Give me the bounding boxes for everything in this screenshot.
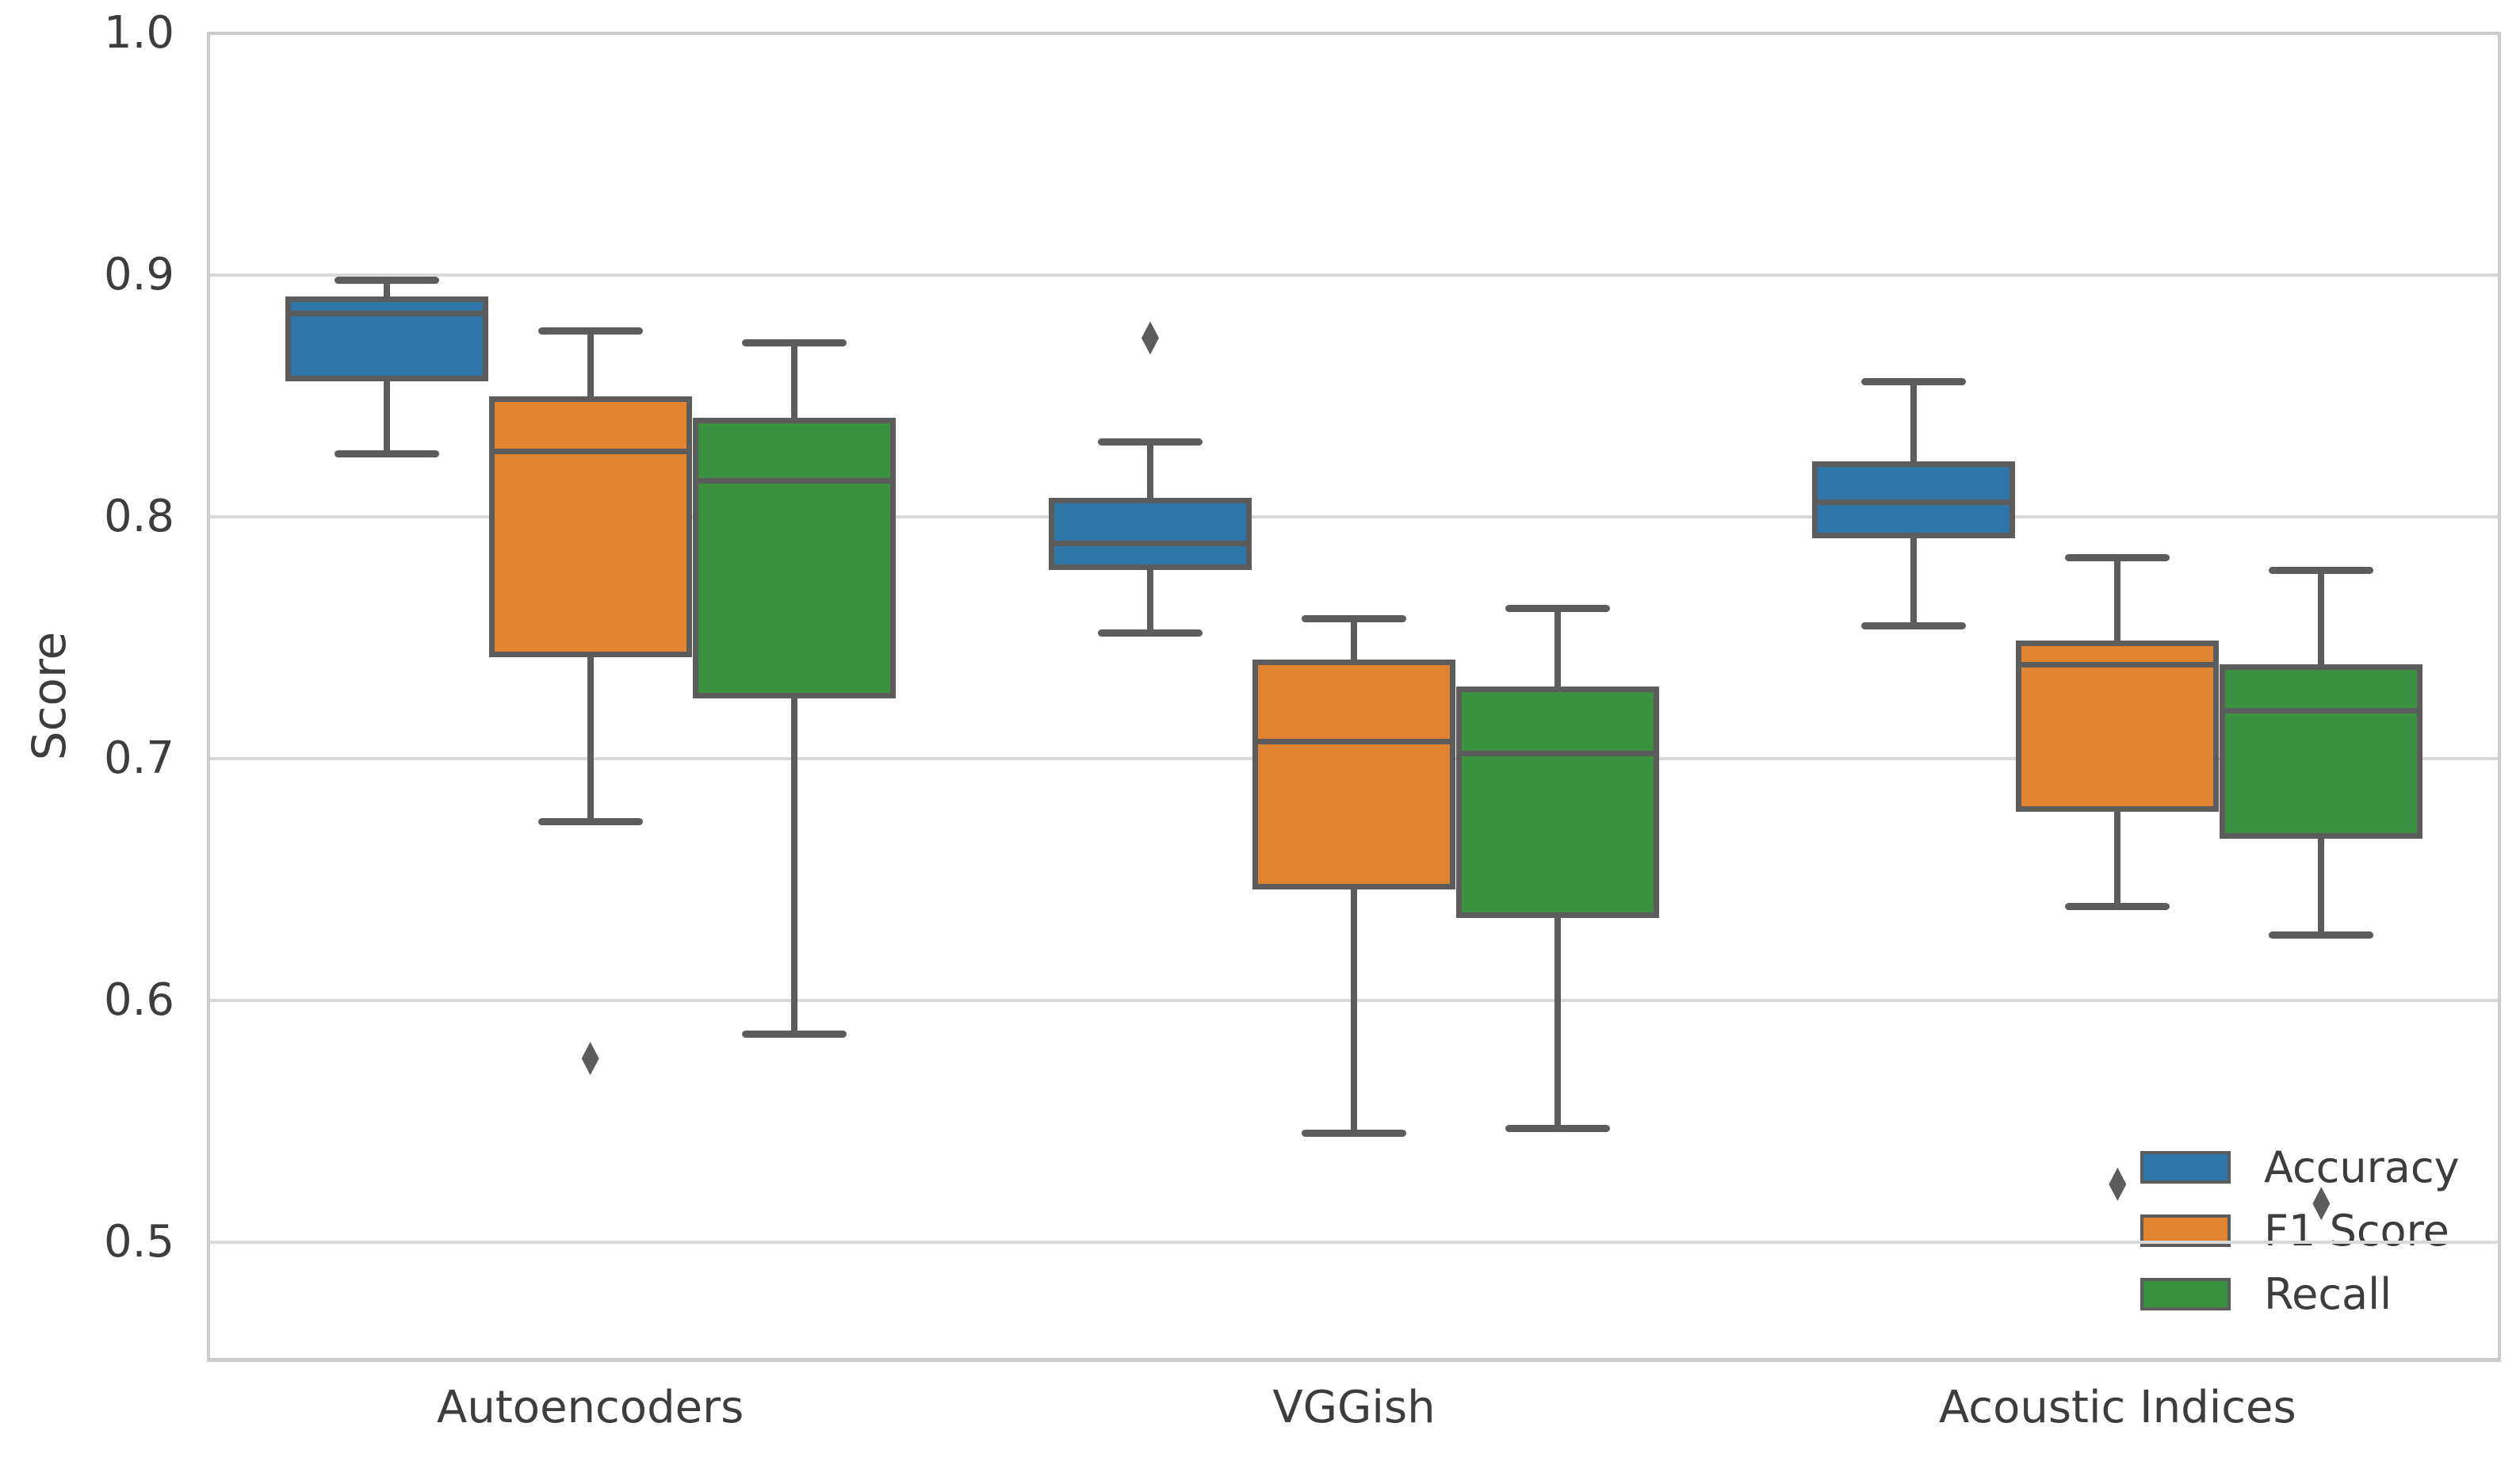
whisker-upper-recall-autoencoders (790, 342, 797, 418)
whisker-lower-accuracy-acoustic-indices (1910, 538, 1918, 626)
whisker-lower-accuracy-autoencoders (383, 381, 390, 454)
gridline-0.9 (208, 273, 2499, 277)
whisker-cap-min-recall-vggish (1505, 1125, 1610, 1133)
box-recall-acoustic-indices (2220, 664, 2423, 839)
whisker-cap-max-f1-score-autoencoders (537, 327, 643, 335)
y-tick-label-0.8: 0.8 (103, 491, 174, 543)
whisker-cap-min-recall-autoencoders (741, 1031, 847, 1039)
whisker-lower-f1-score-vggish (1351, 889, 1357, 1134)
median-f1-score-vggish (1257, 739, 1451, 745)
legend-swatch-recall (2140, 1278, 2231, 1310)
x-tick-label-vggish: VGGish (1272, 1382, 1436, 1433)
whisker-upper-accuracy-vggish (1147, 442, 1153, 498)
spine-bottom (207, 1358, 2501, 1362)
y-tick-label-1.0: 1.0 (103, 7, 174, 59)
whisker-cap-max-accuracy-vggish (1098, 438, 1203, 446)
whisker-lower-f1-score-autoencoders (587, 656, 594, 822)
whisker-cap-max-recall-autoencoders (741, 339, 847, 346)
whisker-cap-max-accuracy-autoencoders (334, 276, 439, 284)
whisker-cap-min-f1-score-acoustic-indices (2065, 902, 2170, 910)
y-tick-label-0.7: 0.7 (103, 732, 174, 785)
whisker-cap-max-recall-acoustic-indices (2269, 566, 2374, 574)
whisker-cap-max-recall-vggish (1505, 605, 1610, 613)
whisker-cap-min-f1-score-vggish (1302, 1130, 1406, 1138)
whisker-cap-min-accuracy-vggish (1098, 629, 1203, 637)
legend-label-f1-score: F1 Score (2264, 1205, 2449, 1256)
legend: Accuracy F1 Score Recall (2140, 1146, 2460, 1341)
x-tick-label-acoustic-indices: Acoustic Indices (1938, 1382, 2296, 1433)
whisker-lower-recall-acoustic-indices (2318, 838, 2325, 935)
x-tick-label-autoencoders: Autoencoders (437, 1382, 744, 1433)
whisker-lower-recall-vggish (1554, 918, 1561, 1129)
median-f1-score-autoencoders (493, 449, 687, 455)
y-tick-label-0.6: 0.6 (103, 974, 174, 1027)
box-recall-autoencoders (692, 417, 896, 698)
whisker-cap-max-accuracy-acoustic-indices (1861, 377, 1967, 385)
whisker-cap-min-accuracy-autoencoders (334, 450, 439, 458)
spine-right (2498, 32, 2501, 1361)
whisker-lower-recall-autoencoders (790, 698, 797, 1035)
outlier-diamond-f1-score-autoencoders-0 (581, 1042, 599, 1076)
median-accuracy-vggish (1054, 541, 1247, 547)
median-accuracy-autoencoders (289, 311, 484, 317)
whisker-cap-min-accuracy-acoustic-indices (1861, 622, 1967, 629)
box-accuracy-autoencoders (285, 296, 488, 382)
median-accuracy-acoustic-indices (1817, 499, 2011, 506)
median-recall-autoencoders (697, 477, 891, 484)
y-tick-label-0.9: 0.9 (103, 249, 174, 300)
spine-left (207, 32, 210, 1361)
whisker-upper-accuracy-autoencoders (383, 280, 390, 297)
whisker-lower-accuracy-vggish (1147, 570, 1153, 633)
whisker-upper-f1-score-acoustic-indices (2114, 557, 2121, 641)
box-f1-score-autoencoders (488, 396, 692, 657)
spine-top (207, 32, 2501, 35)
outlier-diamond-recall-acoustic-indices-0 (2312, 1187, 2331, 1221)
outlier-diamond-accuracy-vggish-0 (1141, 321, 1159, 355)
whisker-lower-f1-score-acoustic-indices (2114, 812, 2121, 907)
whisker-upper-recall-acoustic-indices (2318, 570, 2325, 665)
box-recall-vggish (1456, 686, 1659, 919)
gridline-0.5 (208, 1241, 2499, 1245)
legend-label-recall: Recall (2264, 1268, 2392, 1319)
whisker-cap-min-f1-score-autoencoders (537, 817, 643, 825)
whisker-cap-min-recall-acoustic-indices (2269, 931, 2374, 939)
whisker-cap-max-f1-score-acoustic-indices (2065, 554, 2170, 562)
median-f1-score-acoustic-indices (2021, 661, 2215, 667)
outlier-diamond-f1-score-acoustic-indices-0 (2109, 1167, 2127, 1201)
y-tick-label-0.5: 0.5 (103, 1216, 174, 1268)
box-f1-score-vggish (1252, 659, 1455, 889)
median-recall-vggish (1461, 751, 1654, 757)
whisker-upper-recall-vggish (1554, 608, 1561, 687)
legend-swatch-accuracy (2140, 1151, 2231, 1184)
box-f1-score-acoustic-indices (2016, 640, 2220, 813)
legend-item-recall: Recall (2140, 1272, 2460, 1315)
whisker-upper-f1-score-vggish (1351, 618, 1357, 660)
legend-label-accuracy: Accuracy (2264, 1142, 2460, 1192)
gridline-0.8 (208, 515, 2499, 519)
median-recall-acoustic-indices (2224, 707, 2419, 713)
whisker-upper-accuracy-acoustic-indices (1910, 381, 1918, 461)
box-accuracy-vggish (1049, 497, 1252, 571)
whisker-upper-f1-score-autoencoders (587, 331, 594, 396)
legend-item-accuracy: Accuracy (2140, 1146, 2460, 1188)
whisker-cap-max-f1-score-vggish (1302, 614, 1406, 622)
